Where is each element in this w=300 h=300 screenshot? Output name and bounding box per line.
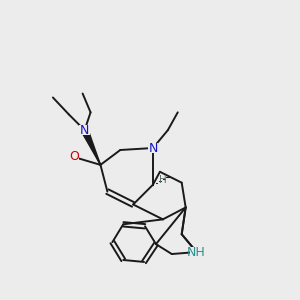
Bar <box>79 125 90 135</box>
Polygon shape <box>82 129 100 165</box>
Text: O: O <box>69 150 79 164</box>
Bar <box>69 152 79 162</box>
Text: NH: NH <box>187 245 206 259</box>
Text: N: N <box>148 142 158 154</box>
Text: H: H <box>159 175 167 185</box>
Text: N: N <box>80 124 89 137</box>
Bar <box>190 247 203 257</box>
Bar <box>148 143 158 153</box>
